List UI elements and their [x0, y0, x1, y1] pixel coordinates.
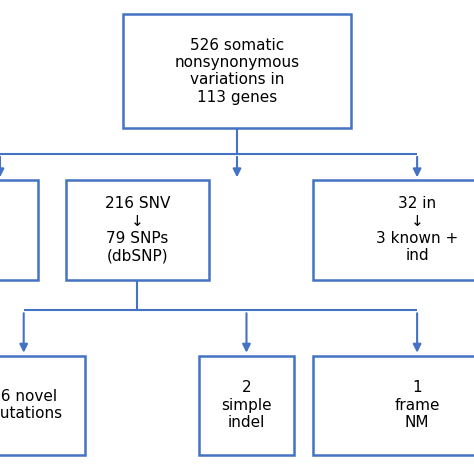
Text: 66 novel
mutations: 66 novel mutations: [0, 389, 62, 421]
Bar: [313, 356, 474, 455]
Bar: [313, 180, 474, 280]
Bar: [0, 180, 38, 280]
Text: 1
frame
NM: 1 frame NM: [394, 380, 440, 430]
Text: 526 somatic
nonsynonymous
variations in
113 genes: 526 somatic nonsynonymous variations in …: [174, 37, 300, 105]
Bar: [66, 180, 209, 280]
Bar: [199, 356, 294, 455]
Bar: [123, 14, 351, 128]
Text: 2
simple
indel: 2 simple indel: [221, 380, 272, 430]
Text: 32 in
↓
3 known +
ind: 32 in ↓ 3 known + ind: [376, 196, 458, 264]
Text: 216 SNV
↓
79 SNPs
(dbSNP): 216 SNV ↓ 79 SNPs (dbSNP): [105, 196, 170, 264]
Bar: [0, 356, 85, 455]
